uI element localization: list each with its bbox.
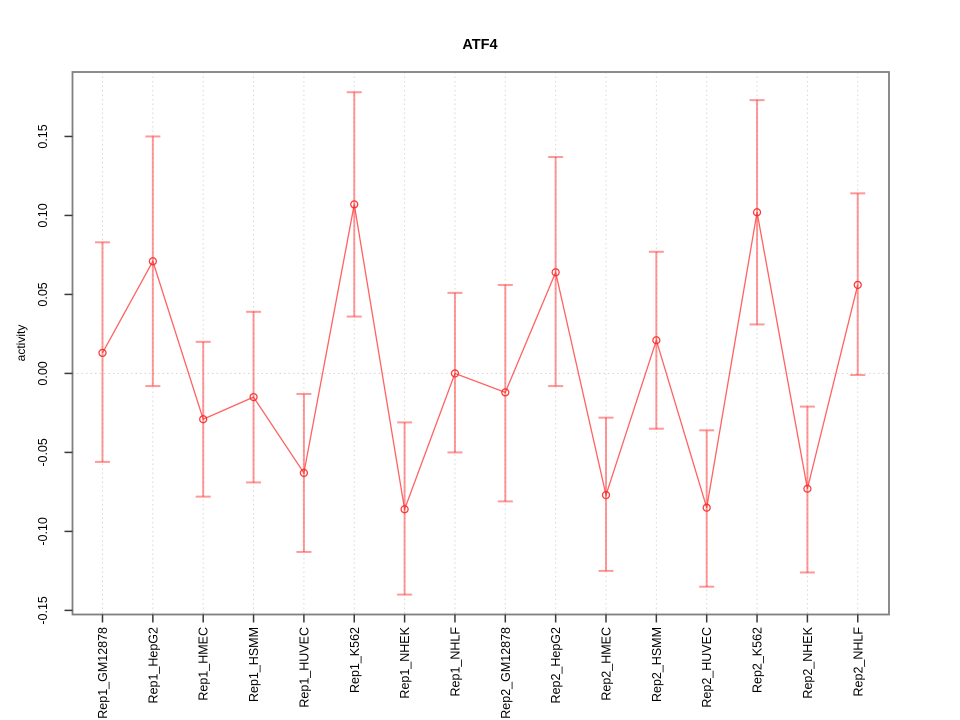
- x-tick-label: Rep2_HUVEC: [700, 627, 714, 708]
- x-tick-label: Rep1_K562: [348, 627, 362, 693]
- data-point-marker: [551, 268, 560, 277]
- data-point-marker: [601, 490, 611, 500]
- x-tick-label: Rep2_HMEC: [600, 627, 614, 701]
- x-tick-label: Rep2_GM12878: [499, 627, 513, 719]
- data-point-marker: [249, 392, 258, 402]
- data-point-marker: [148, 257, 158, 266]
- x-tick-label: Rep1_HSMM: [247, 627, 261, 702]
- x-tick-label: Rep1_HUVEC: [297, 627, 311, 708]
- x-tick-label: Rep1_GM12878: [96, 627, 110, 719]
- data-point-marker: [350, 200, 359, 209]
- x-tick-label: Rep1_HMEC: [197, 627, 211, 701]
- plot-area: -0.15 -0.10 -0.05 0.00 0.05 0.10 0.15 Rep1_GM12…: [36, 71, 890, 719]
- data-point-marker: [299, 468, 309, 478]
- y-tick-label: -0.10: [36, 517, 50, 546]
- data-point-marker: [652, 336, 661, 345]
- x-tick-label: Rep1_NHLF: [448, 627, 462, 697]
- y-tick-label: -0.15: [36, 596, 50, 625]
- data-point-marker: [501, 388, 510, 397]
- y-axis-label: activity: [14, 325, 28, 362]
- y-tick-label: 0.15: [36, 124, 50, 148]
- x-tick-label: Rep1_HepG2: [146, 627, 160, 703]
- data-point-marker: [98, 348, 107, 358]
- data-point-marker: [752, 208, 762, 217]
- data-point-marker: [400, 505, 409, 514]
- data-point-marker: [803, 484, 812, 493]
- data-point-marker: [450, 369, 460, 378]
- x-tick-label: Rep2_NHLF: [851, 627, 865, 697]
- data-point-marker: [853, 280, 862, 290]
- data-point-marker: [702, 503, 711, 512]
- x-tick-label: Rep2_HSMM: [650, 627, 664, 702]
- y-tick-label: 0.05: [36, 282, 50, 306]
- y-tick-label: 0.00: [36, 361, 50, 385]
- x-tick-label: Rep2_HepG2: [549, 627, 563, 703]
- series-line: [101, 204, 859, 512]
- x-tick-label: Rep2_NHEK: [801, 626, 815, 698]
- x-tick-label: Rep1_NHEK: [398, 626, 412, 698]
- chart-title: ATF4: [462, 37, 497, 53]
- x-tick-label: Rep2_K562: [751, 627, 765, 693]
- y-tick-label: 0.10: [36, 203, 50, 227]
- data-point-marker: [199, 415, 208, 424]
- y-tick-label: -0.05: [36, 438, 50, 467]
- plot-box: [71, 71, 890, 616]
